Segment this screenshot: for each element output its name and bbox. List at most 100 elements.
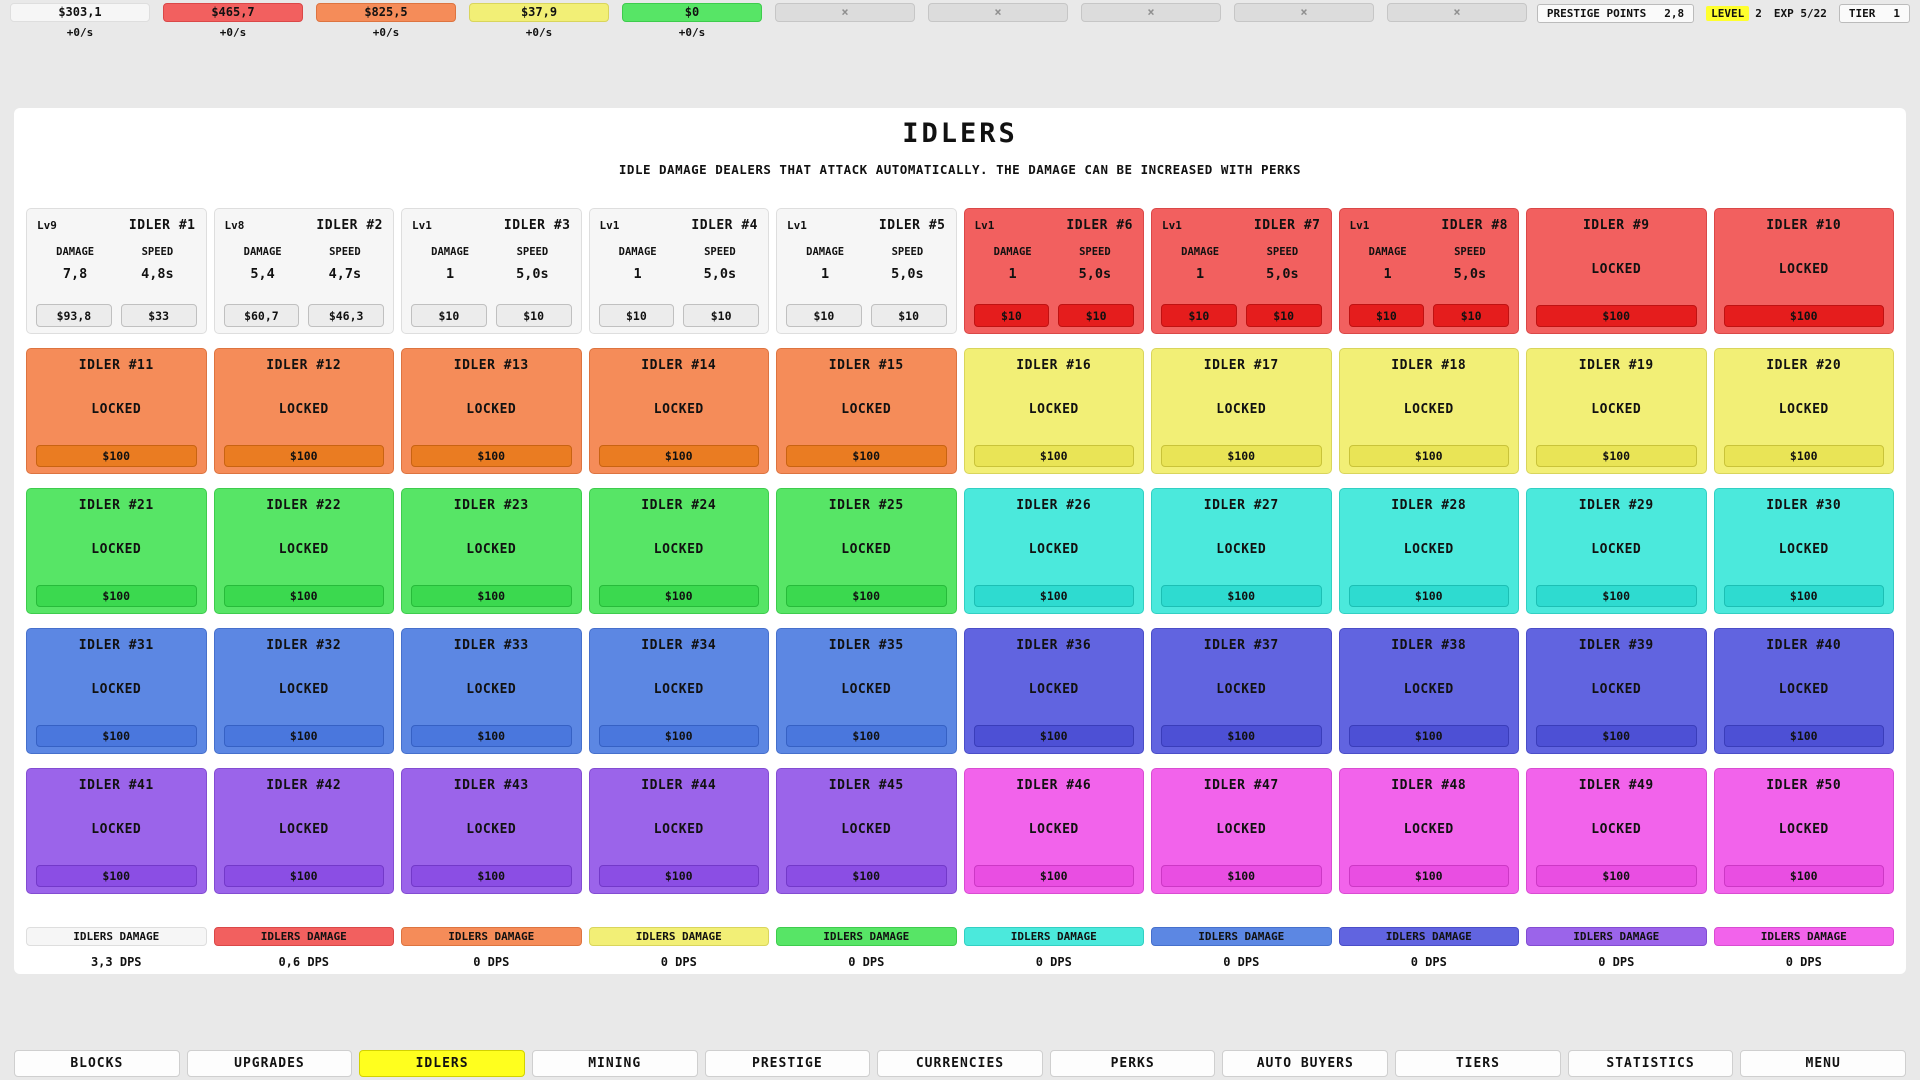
locked-label: LOCKED [278, 541, 329, 557]
idler-card: IDLER #30 LOCKED $100 [1713, 488, 1894, 614]
unlock-button[interactable]: $100 [1536, 445, 1697, 467]
idler-name: IDLER #3 [503, 218, 571, 233]
nav-prestige[interactable]: PRESTIGE [704, 1050, 871, 1077]
damage-summary-label: IDLERS DAMAGE [1526, 927, 1707, 946]
upgrade-damage-button[interactable]: $10 [786, 304, 862, 327]
unlock-button[interactable]: $100 [598, 445, 759, 467]
nav-idlers[interactable]: IDLERS [359, 1050, 525, 1077]
upgrade-damage-button[interactable]: $60,7 [223, 304, 300, 327]
unlock-button[interactable]: $100 [411, 725, 572, 747]
currency-rate: +0/s [678, 26, 706, 39]
unlock-button[interactable]: $100 [786, 585, 947, 607]
idler-name: IDLER #46 [1016, 778, 1092, 793]
idler-name: IDLER #38 [1391, 638, 1467, 653]
nav-mining[interactable]: MINING [531, 1050, 698, 1077]
unlock-button[interactable]: $100 [1348, 585, 1509, 607]
locked-label: LOCKED [1591, 681, 1642, 697]
damage-summary-label: IDLERS DAMAGE [1338, 927, 1519, 946]
unlock-button[interactable]: $100 [786, 445, 947, 467]
locked-currency-slot: × [1234, 3, 1374, 39]
unlock-button[interactable]: $100 [223, 725, 384, 747]
idler-name: IDLER #42 [266, 778, 342, 793]
nav-perks[interactable]: PERKS [1049, 1050, 1216, 1077]
locked-label: LOCKED [1216, 401, 1267, 417]
unlock-button[interactable]: $100 [598, 865, 759, 887]
upgrade-speed-button[interactable]: $10 [1058, 304, 1134, 327]
unlock-button[interactable]: $100 [1723, 725, 1884, 747]
unlock-button[interactable]: $100 [973, 445, 1134, 467]
unlock-button[interactable]: $100 [1348, 445, 1509, 467]
upgrade-damage-button[interactable]: $10 [411, 304, 487, 327]
unlock-button[interactable]: $100 [1161, 445, 1322, 467]
unlock-button[interactable]: $100 [1536, 585, 1697, 607]
unlock-button[interactable]: $100 [1723, 585, 1884, 607]
locked-label: LOCKED [1403, 541, 1454, 557]
unlock-button[interactable]: $100 [973, 725, 1134, 747]
speed-stat: SPEED 4,8s [116, 246, 198, 282]
unlock-button[interactable]: $100 [1723, 445, 1884, 467]
idler-card-header: Lv8 IDLER #2 [222, 218, 387, 233]
unlock-button[interactable]: $100 [36, 445, 197, 467]
upgrade-damage-button[interactable]: $10 [1348, 304, 1425, 327]
nav-blocks[interactable]: BLOCKS [14, 1050, 180, 1077]
upgrade-speed-button[interactable]: $33 [120, 304, 197, 327]
unlock-button[interactable]: $100 [36, 725, 197, 747]
unlock-button[interactable]: $100 [411, 865, 572, 887]
unlock-button[interactable]: $100 [973, 585, 1134, 607]
damage-label: DAMAGE [1368, 246, 1407, 258]
upgrade-speed-button[interactable]: $10 [683, 304, 759, 327]
unlock-button[interactable]: $100 [1723, 305, 1884, 327]
idler-name: IDLER #28 [1391, 498, 1467, 513]
unlock-button[interactable]: $100 [786, 865, 947, 887]
unlock-button[interactable]: $100 [223, 585, 384, 607]
idler-name: IDLER #49 [1578, 778, 1654, 793]
unlock-button[interactable]: $100 [223, 865, 384, 887]
idler-card: IDLER #19 LOCKED $100 [1526, 348, 1707, 474]
upgrade-speed-button[interactable]: $10 [1433, 304, 1509, 327]
unlock-button[interactable]: $100 [598, 585, 759, 607]
unlock-button[interactable]: $100 [223, 445, 384, 467]
idler-card: IDLER #31 LOCKED $100 [26, 628, 207, 754]
unlock-button[interactable]: $100 [411, 585, 572, 607]
upgrade-speed-button[interactable]: $46,3 [308, 304, 384, 327]
unlock-button[interactable]: $100 [36, 865, 197, 887]
upgrade-speed-button[interactable]: $10 [870, 304, 947, 327]
unlock-button[interactable]: $100 [1348, 865, 1509, 887]
unlock-button[interactable]: $100 [1161, 585, 1322, 607]
nav-upgrades[interactable]: UPGRADES [186, 1050, 353, 1077]
locked-label: LOCKED [1028, 681, 1079, 697]
nav-statistics[interactable]: STATISTICS [1567, 1050, 1734, 1077]
unlock-button[interactable]: $100 [411, 445, 572, 467]
nav-tiers[interactable]: TIERS [1395, 1050, 1561, 1077]
unlock-button[interactable]: $100 [36, 585, 197, 607]
idler-name: IDLER #11 [78, 358, 154, 373]
upgrade-damage-button[interactable]: $93,8 [36, 304, 112, 327]
idler-name: IDLER #14 [641, 358, 717, 373]
unlock-button[interactable]: $100 [1536, 305, 1697, 327]
unlock-button[interactable]: $100 [1161, 725, 1322, 747]
idler-name: IDLER #47 [1203, 778, 1279, 793]
unlock-button[interactable]: $100 [1723, 865, 1884, 887]
damage-stat: DAMAGE 1 [1347, 246, 1429, 282]
unlock-button[interactable]: $100 [1536, 725, 1697, 747]
damage-summary-cell: IDLERS DAMAGE 0 DPS [1526, 927, 1707, 969]
locked-label: LOCKED [1216, 541, 1267, 557]
unlock-button[interactable]: $100 [973, 865, 1134, 887]
upgrade-speed-button[interactable]: $10 [495, 304, 572, 327]
nav-auto-buyers[interactable]: AUTO BUYERS [1222, 1050, 1389, 1077]
upgrade-speed-button[interactable]: $10 [1245, 304, 1322, 327]
unlock-button[interactable]: $100 [598, 725, 759, 747]
upgrade-damage-button[interactable]: $10 [598, 304, 675, 327]
unlock-button[interactable]: $100 [1348, 725, 1509, 747]
damage-summary-label: IDLERS DAMAGE [1713, 927, 1894, 946]
idler-card: IDLER #18 LOCKED $100 [1338, 348, 1519, 474]
unlock-button[interactable]: $100 [1536, 865, 1697, 887]
unlock-button[interactable]: $100 [1161, 865, 1322, 887]
idler-card: IDLER #40 LOCKED $100 [1713, 628, 1894, 754]
nav-currencies[interactable]: CURRENCIES [877, 1050, 1043, 1077]
upgrade-damage-button[interactable]: $10 [1161, 304, 1237, 327]
unlock-button[interactable]: $100 [786, 725, 947, 747]
upgrade-damage-button[interactable]: $10 [973, 304, 1050, 327]
nav-menu[interactable]: MENU [1740, 1050, 1906, 1077]
tier-value: 1 [1893, 7, 1900, 20]
